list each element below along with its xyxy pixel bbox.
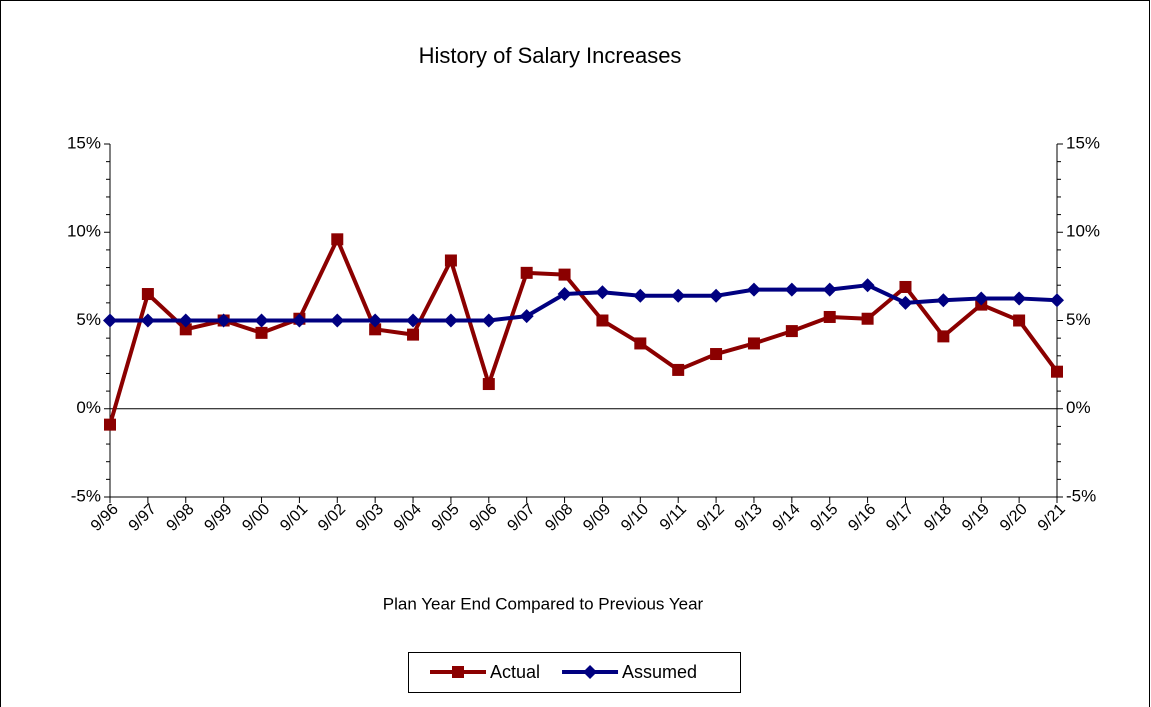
tick-label: -5% — [1066, 486, 1096, 505]
data-point — [672, 363, 685, 376]
data-point — [104, 418, 116, 431]
series-line — [108, 237, 1059, 426]
data-point — [331, 233, 344, 246]
data-point — [784, 282, 799, 297]
x-tick-label: 9/08 — [542, 501, 576, 535]
data-point — [1051, 365, 1063, 378]
x-tick-label: 9/03 — [353, 501, 387, 535]
data-point — [520, 266, 533, 279]
data-point — [103, 313, 117, 328]
x-tick-label: 9/00 — [239, 501, 273, 535]
data-point — [861, 312, 874, 325]
x-tick-label: 9/96 — [88, 501, 122, 535]
legend-marker — [452, 666, 464, 678]
x-tick-label: 9/99 — [201, 501, 235, 535]
x-tick-label: 9/19 — [959, 501, 993, 535]
tick-label: 5% — [76, 310, 101, 329]
x-axis-title: Plan Year End Compared to Previous Year — [383, 594, 704, 613]
x-tick-label: 9/11 — [657, 501, 690, 534]
data-point — [368, 313, 383, 328]
x-tick-label: 9/13 — [732, 501, 766, 535]
data-point — [899, 280, 912, 293]
data-point — [558, 268, 571, 281]
x-tick-label: 9/18 — [921, 501, 955, 535]
data-point — [292, 313, 307, 328]
legend-marker — [583, 665, 598, 679]
data-point — [595, 285, 610, 300]
data-point — [519, 309, 534, 324]
x-tick-label: 9/12 — [694, 501, 728, 535]
data-point — [557, 287, 572, 302]
x-tick-label: 9/05 — [429, 501, 463, 535]
tick-label: 0% — [76, 398, 101, 417]
data-point — [898, 295, 913, 310]
x-tick-label: 9/15 — [807, 501, 841, 535]
data-point — [330, 313, 345, 328]
x-tick-label: 9/98 — [164, 501, 198, 535]
tick-label: 10% — [67, 222, 101, 241]
legend-label: Actual — [490, 662, 540, 682]
data-point — [255, 326, 268, 339]
data-point — [1050, 293, 1064, 308]
tick-label: 5% — [1066, 310, 1091, 329]
x-tick-label: 9/20 — [997, 501, 1031, 535]
x-tick-label: 9/21 — [1035, 501, 1069, 535]
x-tick-label: 9/07 — [504, 501, 538, 535]
x-tick-label: 9/10 — [618, 501, 652, 535]
tick-label: -5% — [71, 486, 101, 505]
data-point — [974, 291, 989, 306]
data-point — [1013, 314, 1026, 327]
tick-label: 0% — [1066, 398, 1091, 417]
x-tick-label: 9/06 — [467, 501, 501, 535]
x-tick-label: 9/17 — [883, 501, 917, 535]
data-point — [747, 337, 760, 350]
x-tick-label: 9/09 — [580, 501, 614, 535]
data-point — [710, 348, 723, 361]
data-point — [634, 337, 647, 350]
data-point — [860, 278, 875, 293]
data-point — [633, 288, 648, 303]
data-point — [216, 313, 231, 328]
data-point — [179, 323, 192, 336]
x-tick-label: 9/97 — [126, 501, 160, 535]
data-point — [709, 288, 724, 303]
data-point — [785, 325, 798, 338]
x-tick-label: 9/01 — [277, 501, 311, 535]
x-tick-label: 9/14 — [770, 501, 804, 535]
data-point — [407, 328, 420, 341]
data-point — [1012, 291, 1027, 306]
data-point — [140, 313, 155, 328]
data-point — [936, 293, 951, 308]
series-line — [110, 283, 1058, 323]
data-point — [444, 254, 457, 267]
data-point — [823, 310, 836, 323]
data-point — [406, 313, 421, 328]
data-point — [369, 323, 382, 336]
data-point — [141, 288, 154, 301]
x-tick-label: 9/16 — [845, 501, 879, 535]
data-point — [178, 313, 193, 328]
data-point — [254, 313, 269, 328]
tick-label: 10% — [1066, 222, 1100, 241]
data-point — [481, 313, 496, 328]
x-tick-label: 9/04 — [391, 501, 425, 535]
data-point — [596, 314, 609, 327]
data-point — [671, 288, 686, 303]
legend-label: Assumed — [622, 662, 697, 682]
data-point — [746, 282, 761, 297]
tick-label: 15% — [67, 133, 101, 152]
chart-title: History of Salary Increases — [419, 43, 682, 68]
data-point — [937, 330, 950, 343]
data-point — [482, 378, 495, 391]
x-tick-label: 9/02 — [315, 501, 349, 535]
data-point — [822, 282, 837, 297]
data-point — [443, 313, 458, 328]
tick-label: 15% — [1066, 133, 1100, 152]
